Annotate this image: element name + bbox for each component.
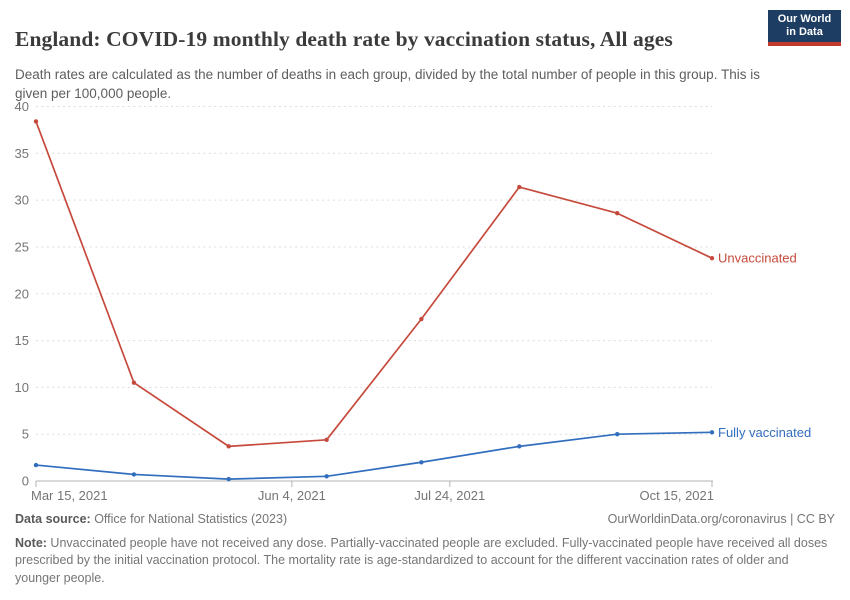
attribution-link[interactable]: OurWorldinData.org/coronavirus | CC BY [607,512,835,526]
page-title: England: COVID-19 monthly death rate by … [15,27,673,52]
y-axis-tick-label: 30 [15,193,29,208]
data-source-label: Data source: [15,512,91,526]
unvaccinated-point [324,437,329,443]
fully-vaccinated-point [709,430,715,435]
fully-vaccinated-point [419,460,424,465]
fully-vaccinated-point [226,476,231,482]
owid-logo[interactable]: Our World in Data [768,10,841,46]
y-axis-tick-label: 10 [15,380,29,395]
y-axis-tick-label: 0 [22,474,29,489]
series-label-unvaccinated: Unvaccinated [718,251,797,266]
fully-vaccinated-point [324,474,329,479]
x-axis-tick-label: Mar 15, 2021 [31,488,108,503]
footer-note-text: Unvaccinated people have not received an… [15,536,828,585]
footer-source-row: Data source: Office for National Statist… [15,512,835,526]
y-axis-tick-label: 35 [15,146,29,161]
y-axis-tick-label: 5 [22,427,29,442]
series-label-fully-vaccinated: Fully vaccinated [718,425,811,440]
unvaccinated-point [131,380,137,385]
data-source-text: Office for National Statistics (2023) [90,512,288,526]
unvaccinated-point [226,444,231,449]
data-source: Data source: Office for National Statist… [15,512,287,526]
footer-note: Note: Unvaccinated people have not recei… [15,535,837,587]
fully-vaccinated-point [517,444,522,449]
fully-vaccinated-point [33,462,39,468]
unvaccinated-point [419,316,424,322]
fully-vaccinated-point [615,431,620,437]
x-axis-tick-label: Oct 15, 2021 [640,488,714,503]
owid-logo-line1: Our World [777,13,832,25]
x-axis-tick-label: Jul 24, 2021 [414,488,485,503]
y-axis-tick-label: 25 [15,239,29,254]
chart-subtitle: Death rates are calculated as the number… [15,66,760,101]
unvaccinated-point [517,184,522,190]
unvaccinated-point [709,255,715,261]
unvaccinated-point [33,119,39,124]
footer-note-label: Note: [15,536,47,550]
y-axis-tick-label: 20 [15,286,29,301]
unvaccinated-point [615,211,620,216]
owid-logo-line2: in Data [786,26,823,38]
unvaccinated-line [35,120,713,448]
fully-vaccinated-point [131,472,137,477]
fully-vaccinated-line [35,431,713,480]
y-axis-tick-label: 40 [15,99,29,114]
x-axis-tick-label: Jun 4, 2021 [258,488,326,503]
y-axis-tick-label: 15 [15,333,29,348]
